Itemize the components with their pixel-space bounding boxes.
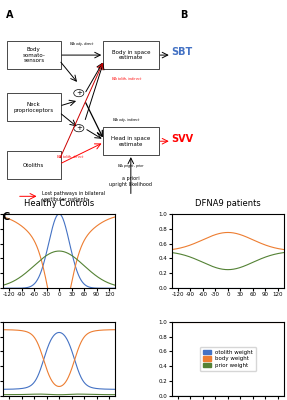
- Text: Otoliths: Otoliths: [23, 163, 44, 168]
- Text: Head in space
estimate: Head in space estimate: [111, 136, 150, 147]
- Text: B: B: [180, 10, 187, 20]
- FancyBboxPatch shape: [7, 151, 61, 179]
- Text: $w_{otolith, direct}$: $w_{otolith, direct}$: [56, 154, 85, 161]
- FancyBboxPatch shape: [7, 41, 61, 69]
- Text: $w_{otolith, indirect}$: $w_{otolith, indirect}$: [111, 76, 142, 83]
- Text: Neck
proprioceptors: Neck proprioceptors: [14, 102, 54, 112]
- Legend: otolith weight, body weight, prior weight: otolith weight, body weight, prior weigh…: [200, 347, 256, 371]
- FancyBboxPatch shape: [103, 41, 159, 69]
- Text: Body
somato-
sensors: Body somato- sensors: [22, 47, 45, 63]
- FancyBboxPatch shape: [103, 127, 159, 155]
- Title: DFNA9 patients: DFNA9 patients: [195, 198, 261, 208]
- Text: +: +: [76, 90, 82, 96]
- Text: SBT: SBT: [172, 47, 193, 57]
- Text: $w_{body, direct}$: $w_{body, direct}$: [69, 41, 95, 50]
- Text: Lost pathways in bilateral
vestibular patients: Lost pathways in bilateral vestibular pa…: [42, 191, 105, 202]
- Text: $w_{body, indirect}$: $w_{body, indirect}$: [112, 117, 141, 126]
- Text: A: A: [6, 10, 13, 20]
- Text: C: C: [3, 212, 10, 222]
- Text: $w_{upright, prior}$: $w_{upright, prior}$: [117, 163, 145, 172]
- FancyBboxPatch shape: [7, 93, 61, 121]
- Title: Healthy Controls: Healthy Controls: [24, 198, 94, 208]
- Text: SVV: SVV: [172, 134, 194, 144]
- Text: +: +: [76, 125, 82, 131]
- Text: Body in space
estimate: Body in space estimate: [112, 50, 150, 60]
- Text: a priori
upright likelihood: a priori upright likelihood: [109, 176, 152, 187]
